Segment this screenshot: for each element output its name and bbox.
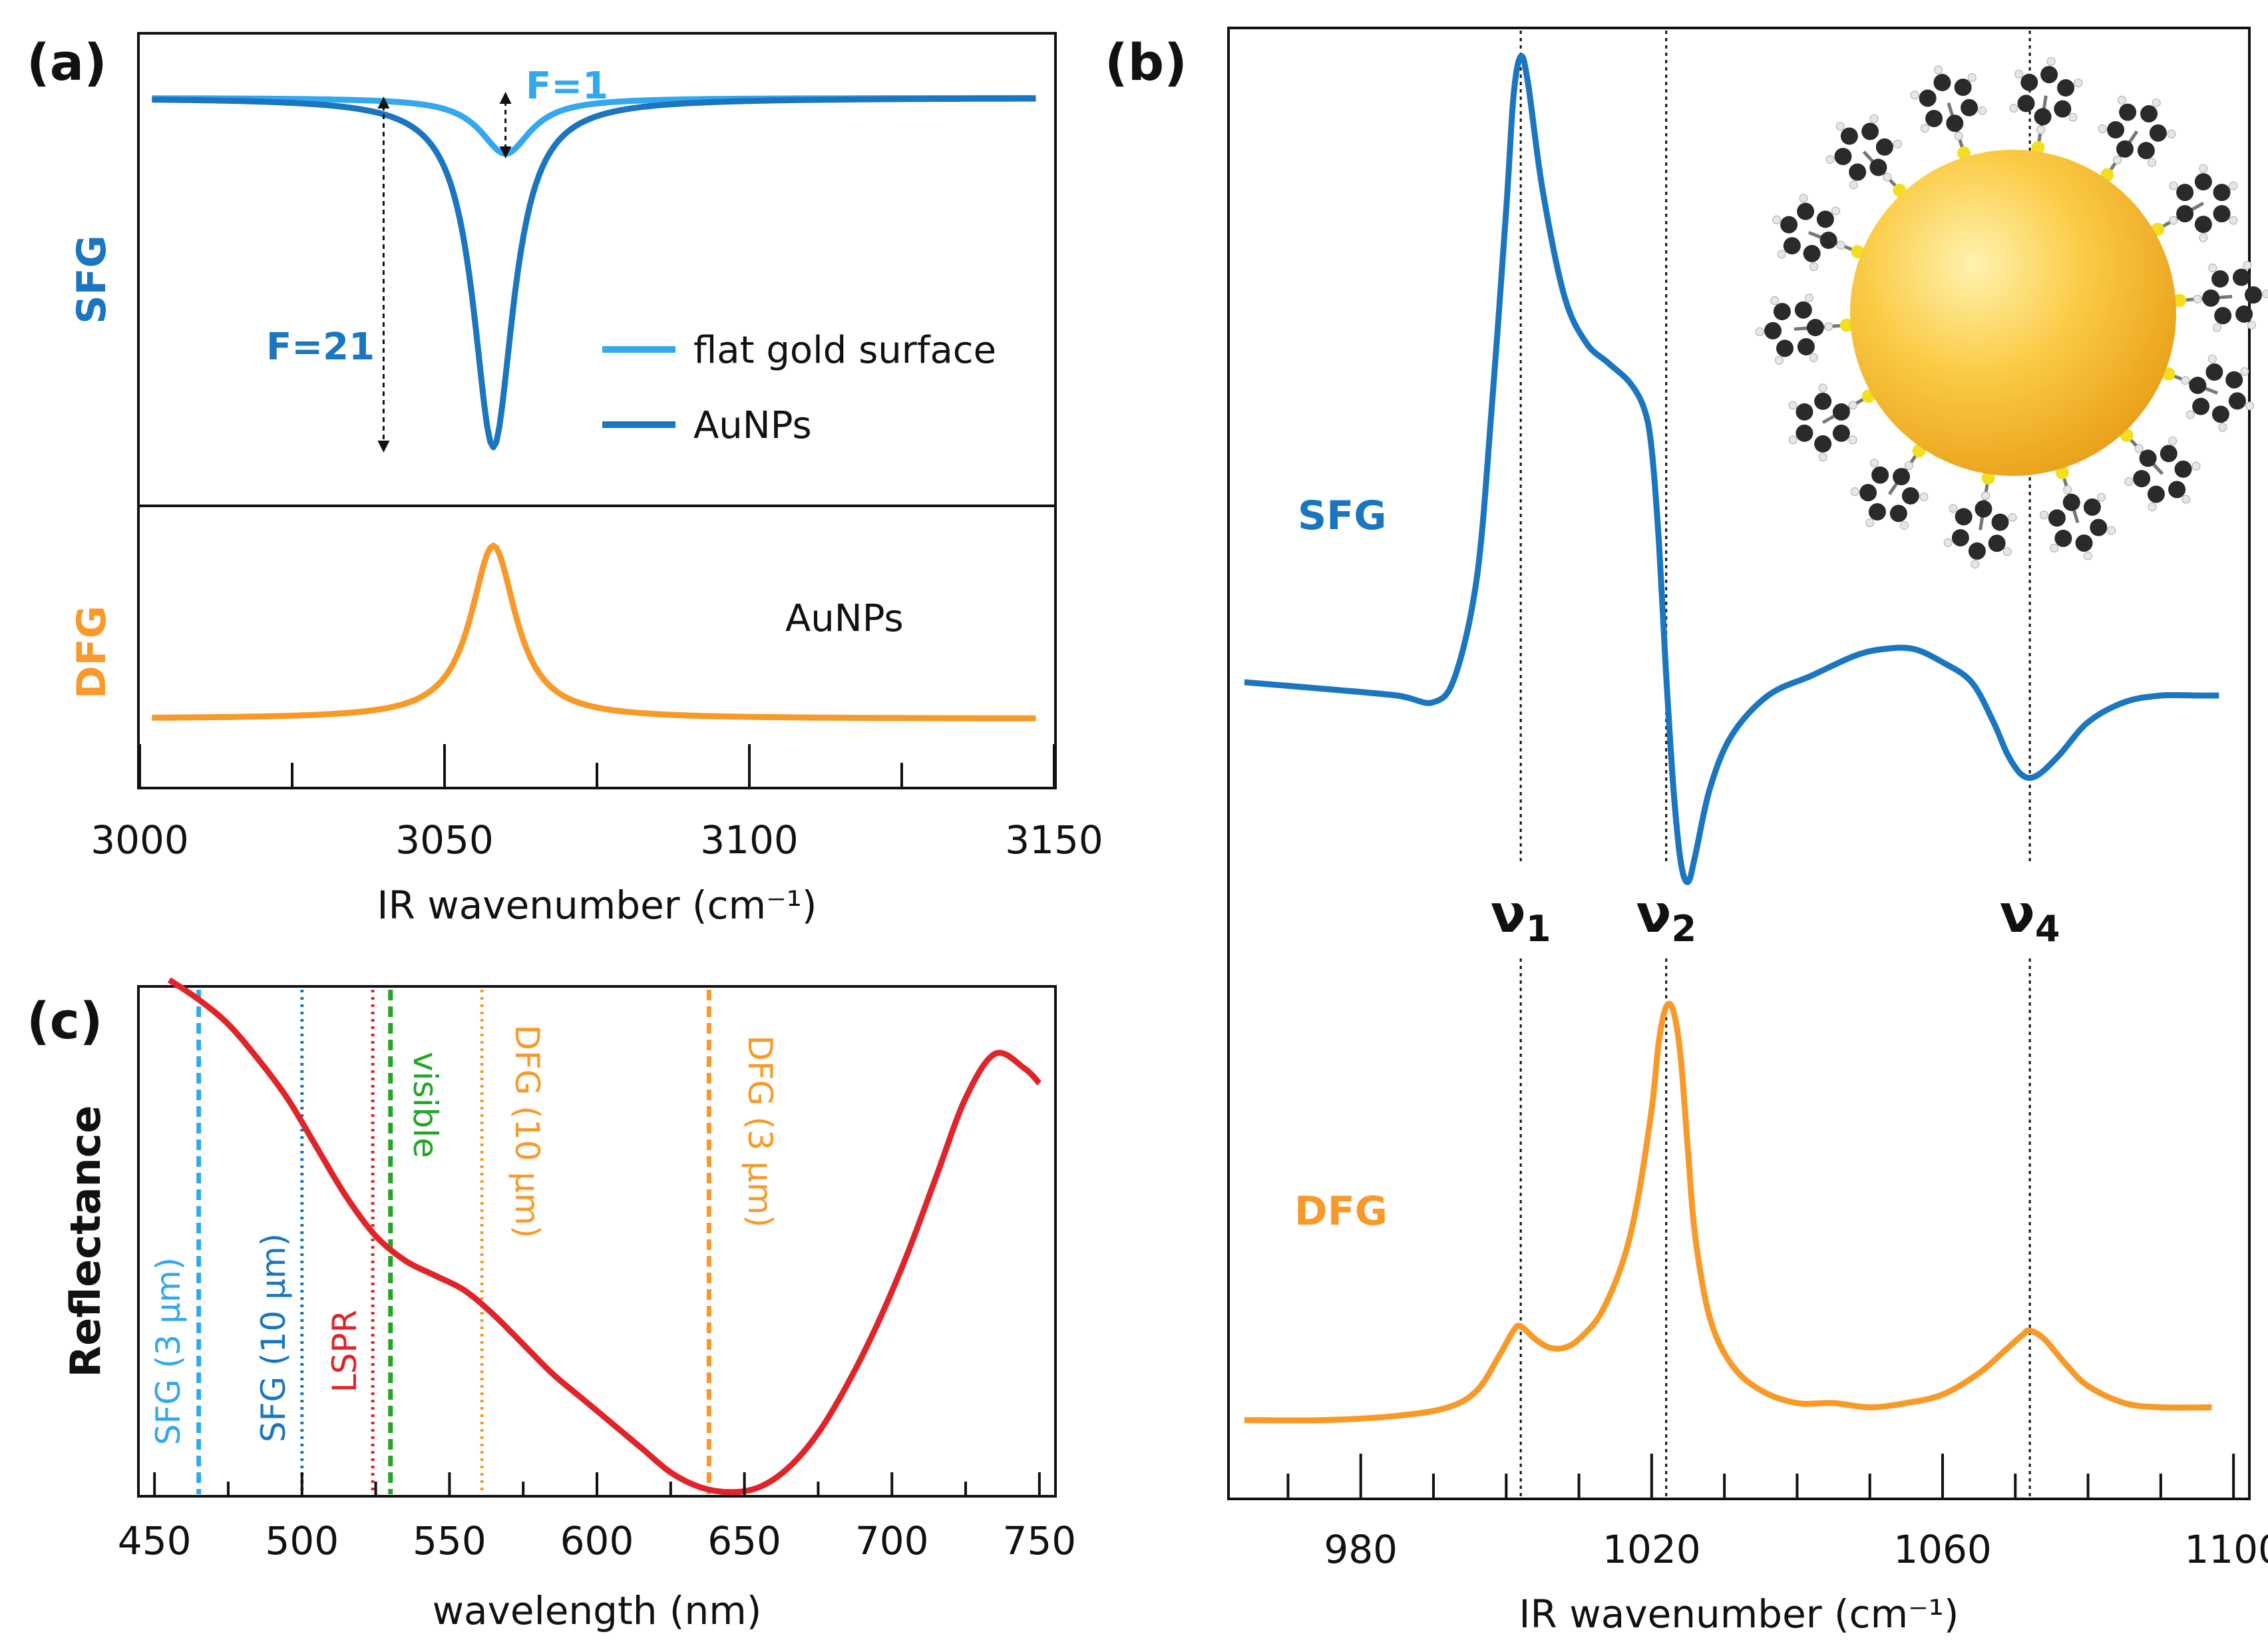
x-tick-label: 600 (560, 1518, 634, 1563)
panel-a-dfg-label: AuNPs (785, 597, 904, 640)
reference-line-label: SFG (10 μm) (254, 1233, 293, 1442)
legend-label-aunps: AuNPs (693, 404, 812, 447)
x-tick-label: 1100 (2184, 1527, 2268, 1572)
panel-a-dfg-ylabel: DFG (69, 606, 115, 699)
panel-c-plot (167, 977, 1042, 1496)
panel-b: (b) ν1 ν2 ν4 SFG DFG 980 1020 1060 1100 IR wa… (1105, 27, 2268, 1637)
panel-c-reference-lines: SFG (3 μm) SFG (10 μm) LSPR visible DFG (10 … (149, 990, 779, 1494)
ligand-molecule (1943, 471, 2017, 569)
reference-line-label: DFG (10 μm) (508, 1025, 546, 1239)
ligand-molecule (1850, 444, 1929, 530)
mode-label-nu4: ν4 (2000, 885, 2060, 950)
series-sfg (1244, 53, 2219, 885)
panel-a-label: (a) (27, 33, 107, 92)
x-tick-label: 1060 (1893, 1527, 1992, 1572)
arrow-f1 (499, 92, 512, 158)
x-tick-label: 550 (413, 1518, 486, 1563)
ligand-molecule (1910, 65, 1987, 160)
panel-a-plot (152, 92, 1036, 721)
panel-c-x-axis: 450 500 550 600 650 700 750 (118, 1472, 1076, 1563)
panel-b-plot (1244, 53, 2219, 1424)
ligand-molecule (1788, 383, 1875, 462)
x-tick-label: 3100 (700, 817, 799, 863)
series-aunps-dfg (152, 542, 1036, 721)
x-tick-label: 3150 (1005, 817, 1103, 863)
x-tick-label: 650 (707, 1518, 781, 1563)
series-dfg (1244, 1000, 2212, 1424)
panel-b-frame (1227, 27, 2251, 1500)
annotation-f21: F=21 (266, 325, 375, 369)
x-tick-label: 500 (265, 1518, 339, 1563)
mode-label-nu2: ν2 (1636, 885, 1696, 950)
molecule-ligands (1755, 57, 2268, 569)
panel-a-frame (137, 32, 1057, 789)
panel-b-sfg-label: SFG (1298, 493, 1386, 539)
ligand-molecule (2173, 261, 2268, 332)
annotation-f1: F=1 (526, 65, 608, 108)
reference-line-label: visible (406, 1052, 445, 1158)
panel-a-legend: flat gold surface AuNPs (602, 329, 996, 447)
panel-b-label: (b) (1105, 33, 1187, 92)
reference-line-label: LSPR (325, 1310, 364, 1393)
panel-a-xlabel: IR wavenumber (cm⁻¹) (377, 883, 817, 928)
series-aunps-sfg (152, 95, 1036, 451)
mode-label-nu1: ν1 (1491, 885, 1551, 950)
ligand-molecule (2151, 164, 2238, 242)
ligand-molecule (1825, 114, 1907, 197)
reference-line-label: DFG (3 μm) (741, 1035, 779, 1227)
panel-b-xlabel: IR wavenumber (cm⁻¹) (1519, 1591, 1959, 1637)
x-tick-label: 1020 (1603, 1527, 1701, 1572)
ligand-molecule (2120, 429, 2201, 512)
x-tick-label: 450 (118, 1518, 192, 1563)
x-tick-label: 3050 (395, 817, 494, 863)
ligand-molecule (2162, 354, 2255, 432)
ligand-molecule (2009, 57, 2083, 154)
panel-c-xlabel: wavelength (nm) (433, 1588, 762, 1633)
legend-label-flat-gold: flat gold surface (693, 329, 996, 372)
ligand-molecule (2039, 465, 2116, 560)
gold-sphere (1850, 150, 2176, 476)
x-tick-label: 700 (855, 1518, 929, 1563)
panel-c: (c) Reflectance SFG (3 μm) SFG (10 μm) LSP… (27, 977, 1076, 1633)
panel-c-label: (c) (27, 991, 103, 1050)
arrow-f21 (377, 97, 390, 453)
panel-c-ylabel: Reflectance (61, 1106, 110, 1378)
gold-nanoparticle-illustration (1755, 57, 2268, 569)
x-tick-label: 750 (1002, 1518, 1076, 1563)
ligand-molecule (1772, 194, 1865, 272)
reference-line-label: SFG (3 μm) (149, 1257, 188, 1445)
x-tick-label: 3000 (91, 817, 189, 863)
ligand-molecule (2098, 96, 2176, 182)
panel-a: (a) SFG DFG F=1 F=21 flat gold surface A… (27, 32, 1103, 928)
series-reflectance (167, 977, 1042, 1496)
panel-b-dfg-label: DFG (1294, 1188, 1388, 1235)
x-tick-label: 980 (1324, 1527, 1398, 1572)
ligand-molecule (1755, 294, 1853, 365)
panel-a-sfg-ylabel: SFG (69, 235, 115, 323)
panel-a-x-axis: 3000 3050 3100 3150 (91, 744, 1103, 863)
panel-b-x-axis: 980 1020 1060 1100 (1286, 1454, 2268, 1572)
panel-b-mode-lines: ν1 ν2 ν4 (1491, 31, 2060, 1496)
